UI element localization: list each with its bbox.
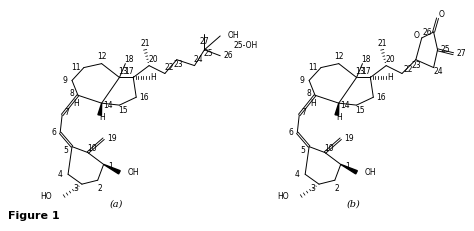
- Text: H: H: [73, 99, 79, 108]
- Text: OH: OH: [228, 31, 240, 40]
- Text: 2: 2: [97, 184, 102, 193]
- Text: 18: 18: [362, 55, 371, 64]
- Text: 14: 14: [103, 101, 112, 110]
- Text: 13: 13: [356, 67, 365, 76]
- Text: 24: 24: [194, 55, 203, 64]
- Text: 6: 6: [52, 128, 57, 137]
- Text: H: H: [99, 113, 105, 122]
- Text: 24: 24: [434, 67, 443, 76]
- Text: 8: 8: [70, 89, 74, 98]
- Text: HO: HO: [41, 191, 52, 201]
- Text: 2: 2: [335, 184, 339, 193]
- Text: H: H: [150, 73, 156, 82]
- Text: 26: 26: [223, 51, 233, 60]
- Text: 15: 15: [118, 106, 128, 115]
- Text: 25: 25: [441, 45, 450, 54]
- Text: H: H: [387, 73, 393, 82]
- Text: 9: 9: [300, 76, 305, 85]
- Text: 23: 23: [174, 60, 183, 69]
- Text: 18: 18: [125, 55, 134, 64]
- Text: 22: 22: [164, 63, 173, 72]
- Text: 9: 9: [63, 76, 67, 85]
- Text: 11: 11: [308, 63, 318, 72]
- Text: HO: HO: [278, 191, 289, 201]
- Text: Figure 1: Figure 1: [8, 211, 59, 221]
- Polygon shape: [98, 103, 101, 115]
- Polygon shape: [104, 164, 120, 174]
- Text: 19: 19: [344, 134, 354, 143]
- Text: 7: 7: [302, 108, 307, 117]
- Text: 10: 10: [87, 144, 97, 153]
- Text: (b): (b): [346, 199, 360, 208]
- Text: OH: OH: [365, 168, 376, 177]
- Text: O: O: [438, 10, 445, 19]
- Text: 8: 8: [307, 89, 311, 98]
- Text: 1: 1: [345, 162, 350, 171]
- Text: 12: 12: [334, 52, 344, 61]
- Text: O: O: [414, 31, 420, 40]
- Text: 15: 15: [356, 106, 365, 115]
- Text: 16: 16: [376, 93, 386, 102]
- Text: 26: 26: [423, 27, 432, 36]
- Text: 25: 25: [203, 49, 213, 58]
- Text: 21: 21: [140, 39, 150, 48]
- Text: H: H: [336, 113, 342, 122]
- Text: 7: 7: [64, 108, 70, 117]
- Text: 11: 11: [71, 63, 81, 72]
- Text: 10: 10: [324, 144, 334, 153]
- Text: 3: 3: [310, 184, 316, 193]
- Text: 4: 4: [58, 170, 63, 179]
- Text: 16: 16: [139, 93, 149, 102]
- Text: 22: 22: [403, 65, 413, 74]
- Text: 21: 21: [377, 39, 387, 48]
- Text: 25-OH: 25-OH: [233, 41, 257, 50]
- Text: 27: 27: [200, 37, 209, 46]
- Text: 3: 3: [73, 184, 78, 193]
- Text: (a): (a): [110, 199, 123, 208]
- Text: 27: 27: [456, 49, 466, 58]
- Text: 17: 17: [125, 67, 134, 76]
- Text: 5: 5: [301, 146, 306, 155]
- Polygon shape: [341, 164, 357, 174]
- Text: OH: OH: [128, 168, 139, 177]
- Text: 13: 13: [118, 67, 128, 76]
- Text: 17: 17: [362, 67, 371, 76]
- Text: 23: 23: [411, 61, 420, 70]
- Text: 6: 6: [289, 128, 294, 137]
- Text: 1: 1: [108, 162, 113, 171]
- Text: 12: 12: [97, 52, 106, 61]
- Text: 14: 14: [340, 101, 349, 110]
- Text: 20: 20: [385, 55, 395, 64]
- Polygon shape: [335, 103, 339, 115]
- Text: 4: 4: [295, 170, 300, 179]
- Text: H: H: [310, 99, 316, 108]
- Text: 19: 19: [107, 134, 116, 143]
- Text: 20: 20: [148, 55, 158, 64]
- Text: 5: 5: [64, 146, 69, 155]
